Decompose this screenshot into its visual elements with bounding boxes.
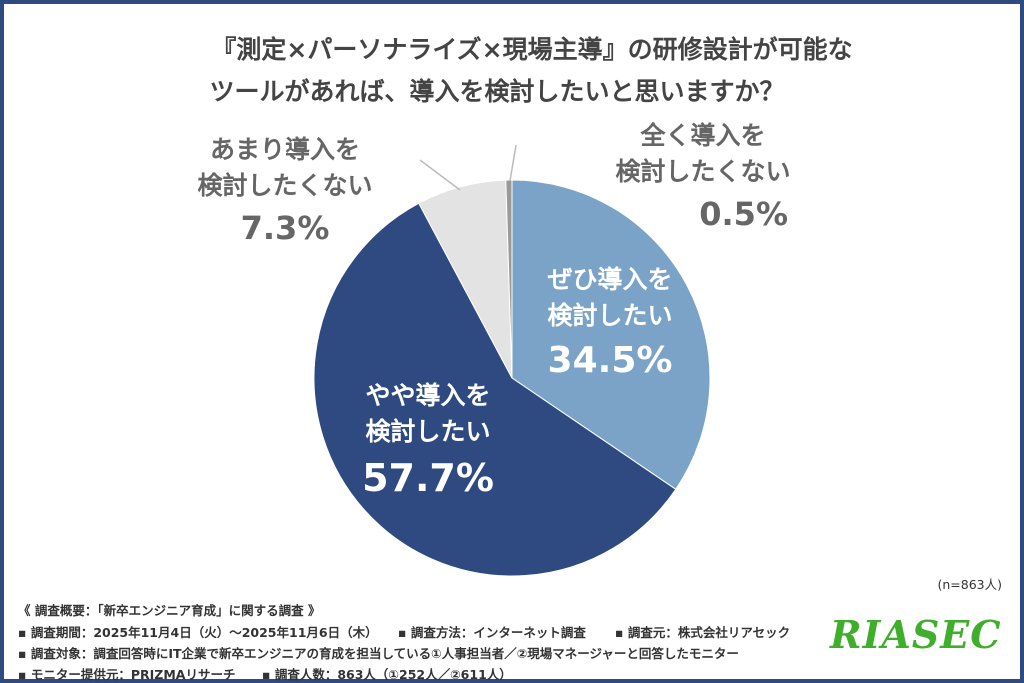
label-line: 全く導入を: [640, 121, 766, 150]
value-label: 0.5%: [699, 194, 788, 233]
label-line: 検討したくない: [197, 171, 373, 201]
riasec-logo: RIASEC: [830, 612, 1002, 657]
label-line: あまり導入を: [209, 135, 360, 164]
value-label: 57.7%: [362, 455, 494, 500]
slice-label-not-at-all: 全く導入を 検討したくない 0.5%: [598, 118, 808, 237]
label-line: ぜひ導入を: [547, 265, 673, 294]
footer-count: ▪ 調査人数：863人（①252人／②611人）: [262, 667, 512, 682]
slice-label-rarely: あまり導入を 検討したくない 7.3%: [180, 132, 390, 251]
chart-title-line-1: 『測定×パーソナライズ×現場主導』の研修設計が可能な: [211, 35, 853, 64]
pie-slice-3: [505, 179, 513, 379]
footer-provider: ▪ モニター提供元：PRIZMAリサーチ: [18, 667, 236, 682]
value-label: 34.5%: [547, 339, 673, 381]
footer-heading: 《 調査概要：「新卒エンジニア育成」に関する調査 》: [18, 603, 321, 618]
label-line: 検討したい: [365, 417, 491, 447]
pie-slice-1: [313, 202, 677, 577]
footer-target: ▪ 調査対象：調査回答時にIT企業で新卒エンジニアの育成を担当している①人事担当…: [18, 646, 739, 661]
label-line: 検討したい: [547, 301, 673, 331]
slice-label-somewhat: やや導入を 検討したい 57.7%: [338, 378, 518, 506]
leader-line-not-at-all: [509, 144, 517, 182]
slice-label-definitely: ぜひ導入を 検討したい 34.5%: [520, 262, 700, 387]
leader-line-rarely: [419, 159, 461, 191]
chart-title-line-2: ツールがあれば、導入を検討したいと思いますか？: [209, 77, 785, 106]
footer-period: ▪ 調査期間：2025年11月4日（火）～2025年11月6日（木）: [18, 625, 378, 640]
footer-method: ▪ 調査方法：インターネット調査: [398, 625, 586, 640]
label-line: やや導入を: [365, 381, 491, 410]
pie-slice-0: [511, 179, 711, 490]
sample-size: (n=863人): [937, 577, 1002, 592]
value-label: 7.3%: [240, 208, 330, 247]
footer-source: ▪ 調査元：株式会社リアセック: [615, 625, 791, 640]
label-line: 検討したくない: [615, 157, 791, 187]
